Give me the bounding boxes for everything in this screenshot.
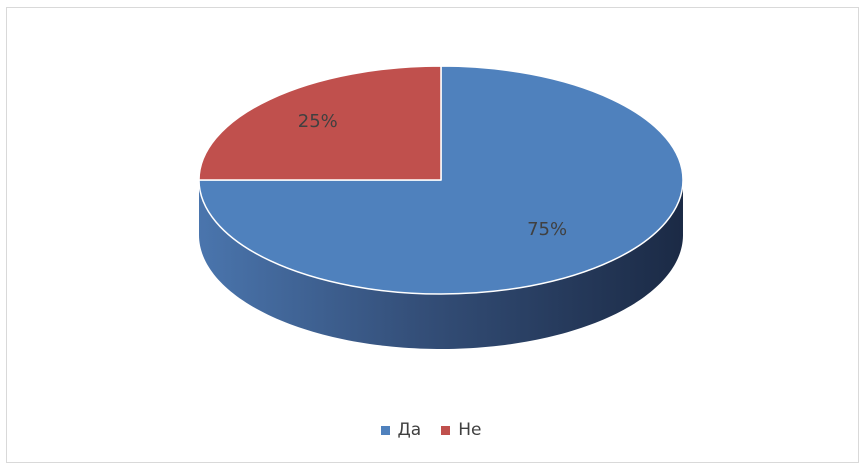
legend-label-yes: Да xyxy=(397,420,422,440)
legend-item-yes: Да xyxy=(380,420,422,440)
legend-swatch-yes xyxy=(380,425,390,435)
pie-tops xyxy=(198,65,684,295)
pie-labels: 75% 25% xyxy=(298,111,567,240)
legend-label-no: Не xyxy=(458,420,482,440)
pie-slice-1 xyxy=(198,65,442,181)
legend-item-no: Не xyxy=(441,420,481,440)
pie-sides xyxy=(199,180,683,349)
legend: Да Не xyxy=(0,420,862,440)
pie-side-0-0 xyxy=(199,180,683,349)
legend-swatch-no xyxy=(441,425,451,435)
pie-slice-0 xyxy=(198,65,684,295)
data-label-1: 25% xyxy=(298,111,338,132)
data-label-0: 75% xyxy=(527,219,567,240)
